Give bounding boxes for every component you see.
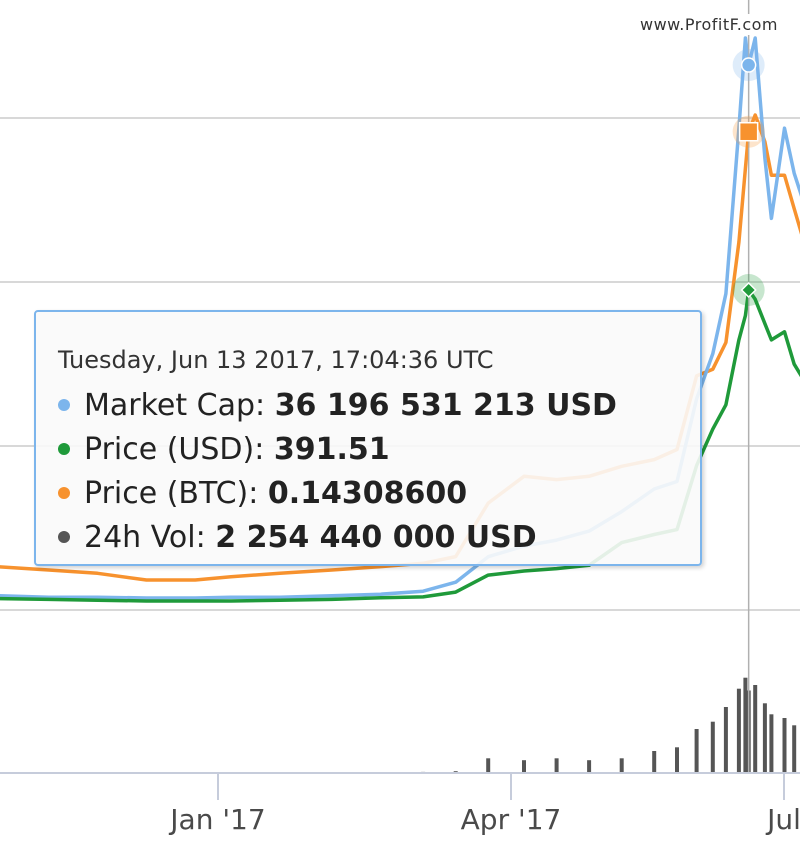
volume-bars <box>329 677 797 773</box>
tooltip-row-volume: 24h Vol: 2 254 440 000 USD <box>58 516 700 560</box>
volume-bar <box>769 714 774 773</box>
volume-bar <box>792 725 797 773</box>
volume-bar <box>753 685 758 773</box>
tooltip-label: Market Cap: <box>84 388 275 423</box>
tooltip-row-price-usd: Price (USD): 391.51 <box>58 428 700 472</box>
volume-bar <box>694 729 699 773</box>
tooltip-label: 24h Vol: <box>84 520 216 555</box>
market-cap-dot-icon <box>58 398 70 411</box>
tooltip-label: Price (BTC): <box>84 476 268 511</box>
tooltip-row-market-cap: Market Cap: 36 196 531 213 USD <box>58 384 700 428</box>
volume-bar <box>743 677 748 773</box>
hover-marker <box>740 281 757 299</box>
tooltip-value: 36 196 531 213 USD <box>274 388 617 423</box>
volume-bar <box>723 707 728 773</box>
volume-bar <box>587 760 592 773</box>
volume-bar <box>782 718 787 773</box>
x-tick-label: Jan '17 <box>168 803 265 836</box>
price-usd-dot-icon <box>58 442 70 455</box>
volume-bar <box>710 721 715 773</box>
price-btc-dot-icon <box>58 486 70 499</box>
tooltip-row-price-btc: Price (BTC): 0.14308600 <box>58 472 700 516</box>
watermark-text: www.ProfitF.com <box>638 14 780 35</box>
hover-marker <box>740 57 757 73</box>
volume-bar <box>762 703 767 773</box>
x-tick-label: Apr '17 <box>461 803 562 836</box>
hover-marker <box>738 121 759 142</box>
volume-bar <box>554 758 559 773</box>
volume-bar <box>619 758 624 773</box>
tooltip-value: 2 254 440 000 USD <box>215 520 537 555</box>
tooltip-value: 391.51 <box>273 432 390 467</box>
volume-dot-icon <box>58 530 70 543</box>
hover-markers <box>732 0 765 773</box>
volume-bar <box>522 760 526 773</box>
volume-bar <box>736 688 741 773</box>
volume-bar <box>652 751 657 773</box>
tooltip-label: Price (USD): <box>84 432 274 467</box>
x-axis: Jan '17 Apr '17 Jul <box>0 772 800 836</box>
chart-tooltip: Tuesday, Jun 13 2017, 17:04:36 UTC Marke… <box>34 310 702 566</box>
volume-bar <box>486 758 491 773</box>
tooltip-date: Tuesday, Jun 13 2017, 17:04:36 UTC <box>58 346 494 374</box>
x-tick-label: Jul <box>765 803 800 836</box>
tooltip-value: 0.14308600 <box>267 476 468 511</box>
volume-bar <box>675 747 679 773</box>
